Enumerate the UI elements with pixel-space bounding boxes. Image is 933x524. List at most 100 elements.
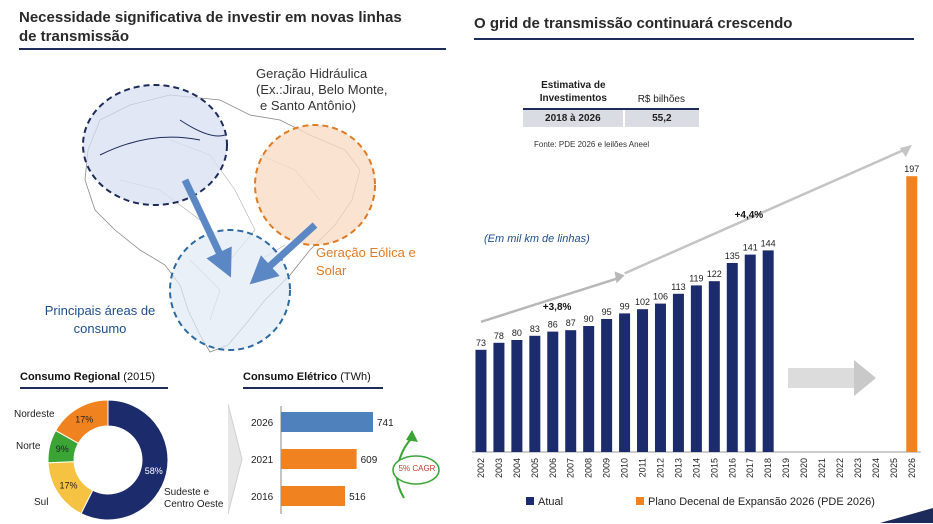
bar-2018 (762, 250, 774, 452)
donut-slice-0 (80, 399, 169, 521)
investment-row-value: 55,2 (623, 109, 699, 127)
pie-legend-sudeste-line1: Sudeste e (164, 487, 210, 498)
x-tick-2020: 2020 (799, 458, 809, 478)
growth-label-1: +3,8% (543, 302, 572, 313)
left-title: Necessidade significativa de investir em… (19, 8, 402, 46)
investment-table-header: Estimativa de Investimentos R$ bilhões (523, 76, 699, 110)
bar-value-2002: 73 (476, 338, 486, 348)
pie-legend-sudeste: Sudeste e Centro Oeste (164, 487, 223, 511)
x-tick-2006: 2006 (548, 458, 558, 478)
hbar-label-2026: 2026 (251, 418, 274, 429)
bar-2015 (708, 281, 720, 452)
regional-rule (20, 387, 168, 389)
bar-value-2004: 80 (512, 328, 522, 338)
donut-label-0: 58% (145, 466, 163, 476)
eletrico-title-unit: (TWh) (340, 371, 371, 383)
x-tick-2017: 2017 (745, 458, 755, 478)
investment-table: Estimativa de Investimentos R$ bilhões 2… (523, 76, 699, 127)
bar-value-2026: 197 (904, 164, 919, 174)
x-tick-2003: 2003 (494, 458, 504, 478)
x-tick-2013: 2013 (673, 458, 683, 478)
hbar-value-2021: 609 (361, 455, 378, 466)
bar-value-2012: 106 (653, 292, 668, 302)
hbar-label-2021: 2021 (251, 455, 274, 466)
legend-swatch-actual (526, 497, 534, 505)
bar-2009 (601, 319, 613, 452)
bar-2011 (637, 309, 649, 452)
x-tick-2011: 2011 (638, 458, 648, 477)
bar-value-2010: 99 (620, 301, 630, 311)
donut-slice-3 (55, 399, 109, 444)
x-tick-2010: 2010 (620, 458, 630, 478)
hydro-label-line3: e Santo Antônio) (260, 98, 357, 113)
bar-2004 (511, 340, 523, 452)
pie-legend-norte: Norte (16, 441, 41, 452)
cagr-label: 5% CAGR (398, 464, 436, 473)
wind-solar-label: Geração Eólica e Solar (316, 244, 416, 280)
wind-solar-line1: Geração Eólica e (316, 245, 416, 260)
bar-value-2013: 113 (671, 282, 685, 292)
hydro-label-line1: Geração Hidráulica (256, 66, 368, 81)
growth-arrow-2 (624, 148, 905, 275)
hydro-label: Geração Hidráulica (Ex.:Jirau, Belo Mont… (256, 66, 388, 114)
transmission-bar-chart: 73 2002 78 2003 80 2004 83 2005 86 2006 87 2007 90 20… (472, 145, 921, 508)
left-title-line2: de transmissão (19, 28, 130, 45)
x-tick-2002: 2002 (476, 458, 486, 478)
bar-2008 (583, 326, 595, 452)
left-title-line1: Necessidade significativa de investir em… (19, 9, 402, 26)
bar-2016 (726, 263, 738, 452)
regional-title-text: Consumo Regional (20, 371, 121, 383)
bar-2007 (565, 330, 577, 452)
investment-header-col2: R$ bilhões (623, 76, 699, 110)
x-tick-2009: 2009 (602, 458, 612, 478)
bar-2010 (619, 313, 631, 452)
hbar-2021 (281, 449, 357, 469)
bar-value-2005: 83 (530, 324, 540, 334)
eletrico-rule (243, 387, 383, 389)
corner-accent (880, 508, 933, 523)
eletrico-title: Consumo Elétrico (TWh) (243, 371, 371, 383)
regional-title: Consumo Regional (2015) (20, 371, 155, 383)
legend-swatch-plan (636, 497, 644, 505)
x-tick-2008: 2008 (584, 458, 594, 478)
x-tick-2012: 2012 (655, 458, 665, 478)
regional-title-unit: (2015) (123, 371, 156, 383)
bar-value-2009: 95 (602, 307, 612, 317)
bar-value-2017: 141 (743, 243, 758, 253)
eletrico-title-text: Consumo Elétrico (243, 371, 338, 383)
unit-note: (Em mil km de linhas) (484, 233, 590, 245)
x-tick-2015: 2015 (709, 458, 719, 478)
pie-legend-sudeste-line2: Centro Oeste (164, 499, 224, 510)
x-tick-2021: 2021 (817, 458, 827, 478)
investment-header-col1-line2: Investimentos (539, 93, 607, 104)
bar-2026 (906, 176, 918, 452)
x-tick-2004: 2004 (512, 458, 522, 478)
right-title-rule (474, 38, 914, 40)
consumo-line2: consumo (73, 321, 127, 336)
x-tick-2026: 2026 (907, 458, 917, 478)
forecast-arrow-body (788, 368, 856, 388)
right-title: O grid de transmissão continuará crescen… (474, 15, 793, 32)
hbar-2026 (281, 412, 373, 432)
investment-header-col1: Estimativa de Investimentos (523, 76, 624, 110)
x-tick-2007: 2007 (566, 458, 576, 478)
consumo-label: Principais áreas de consumo (20, 302, 180, 338)
growth-arrow-1-head (614, 271, 625, 284)
bar-value-2018: 144 (761, 238, 776, 248)
pie-legend-nordeste: Nordeste (14, 409, 55, 420)
bar-2012 (654, 303, 666, 452)
bar-2003 (493, 342, 505, 452)
legend-label-plan: Plano Decenal de Expansão 2026 (PDE 2026… (648, 496, 875, 508)
investment-table-row: 2018 à 2026 55,2 (523, 109, 699, 127)
brazil-map (82, 84, 376, 353)
donut-label-1: 17% (60, 481, 78, 491)
bar-value-2015: 122 (707, 269, 722, 279)
hydro-arrow (181, 178, 232, 278)
wind-arrow (249, 222, 318, 285)
x-tick-2005: 2005 (530, 458, 540, 478)
bar-2005 (529, 335, 541, 452)
investment-row-period: 2018 à 2026 (523, 109, 625, 127)
bar-2017 (744, 254, 756, 452)
bar-2013 (672, 293, 684, 452)
hydro-label-line2: (Ex.:Jirau, Belo Monte, (256, 82, 388, 97)
